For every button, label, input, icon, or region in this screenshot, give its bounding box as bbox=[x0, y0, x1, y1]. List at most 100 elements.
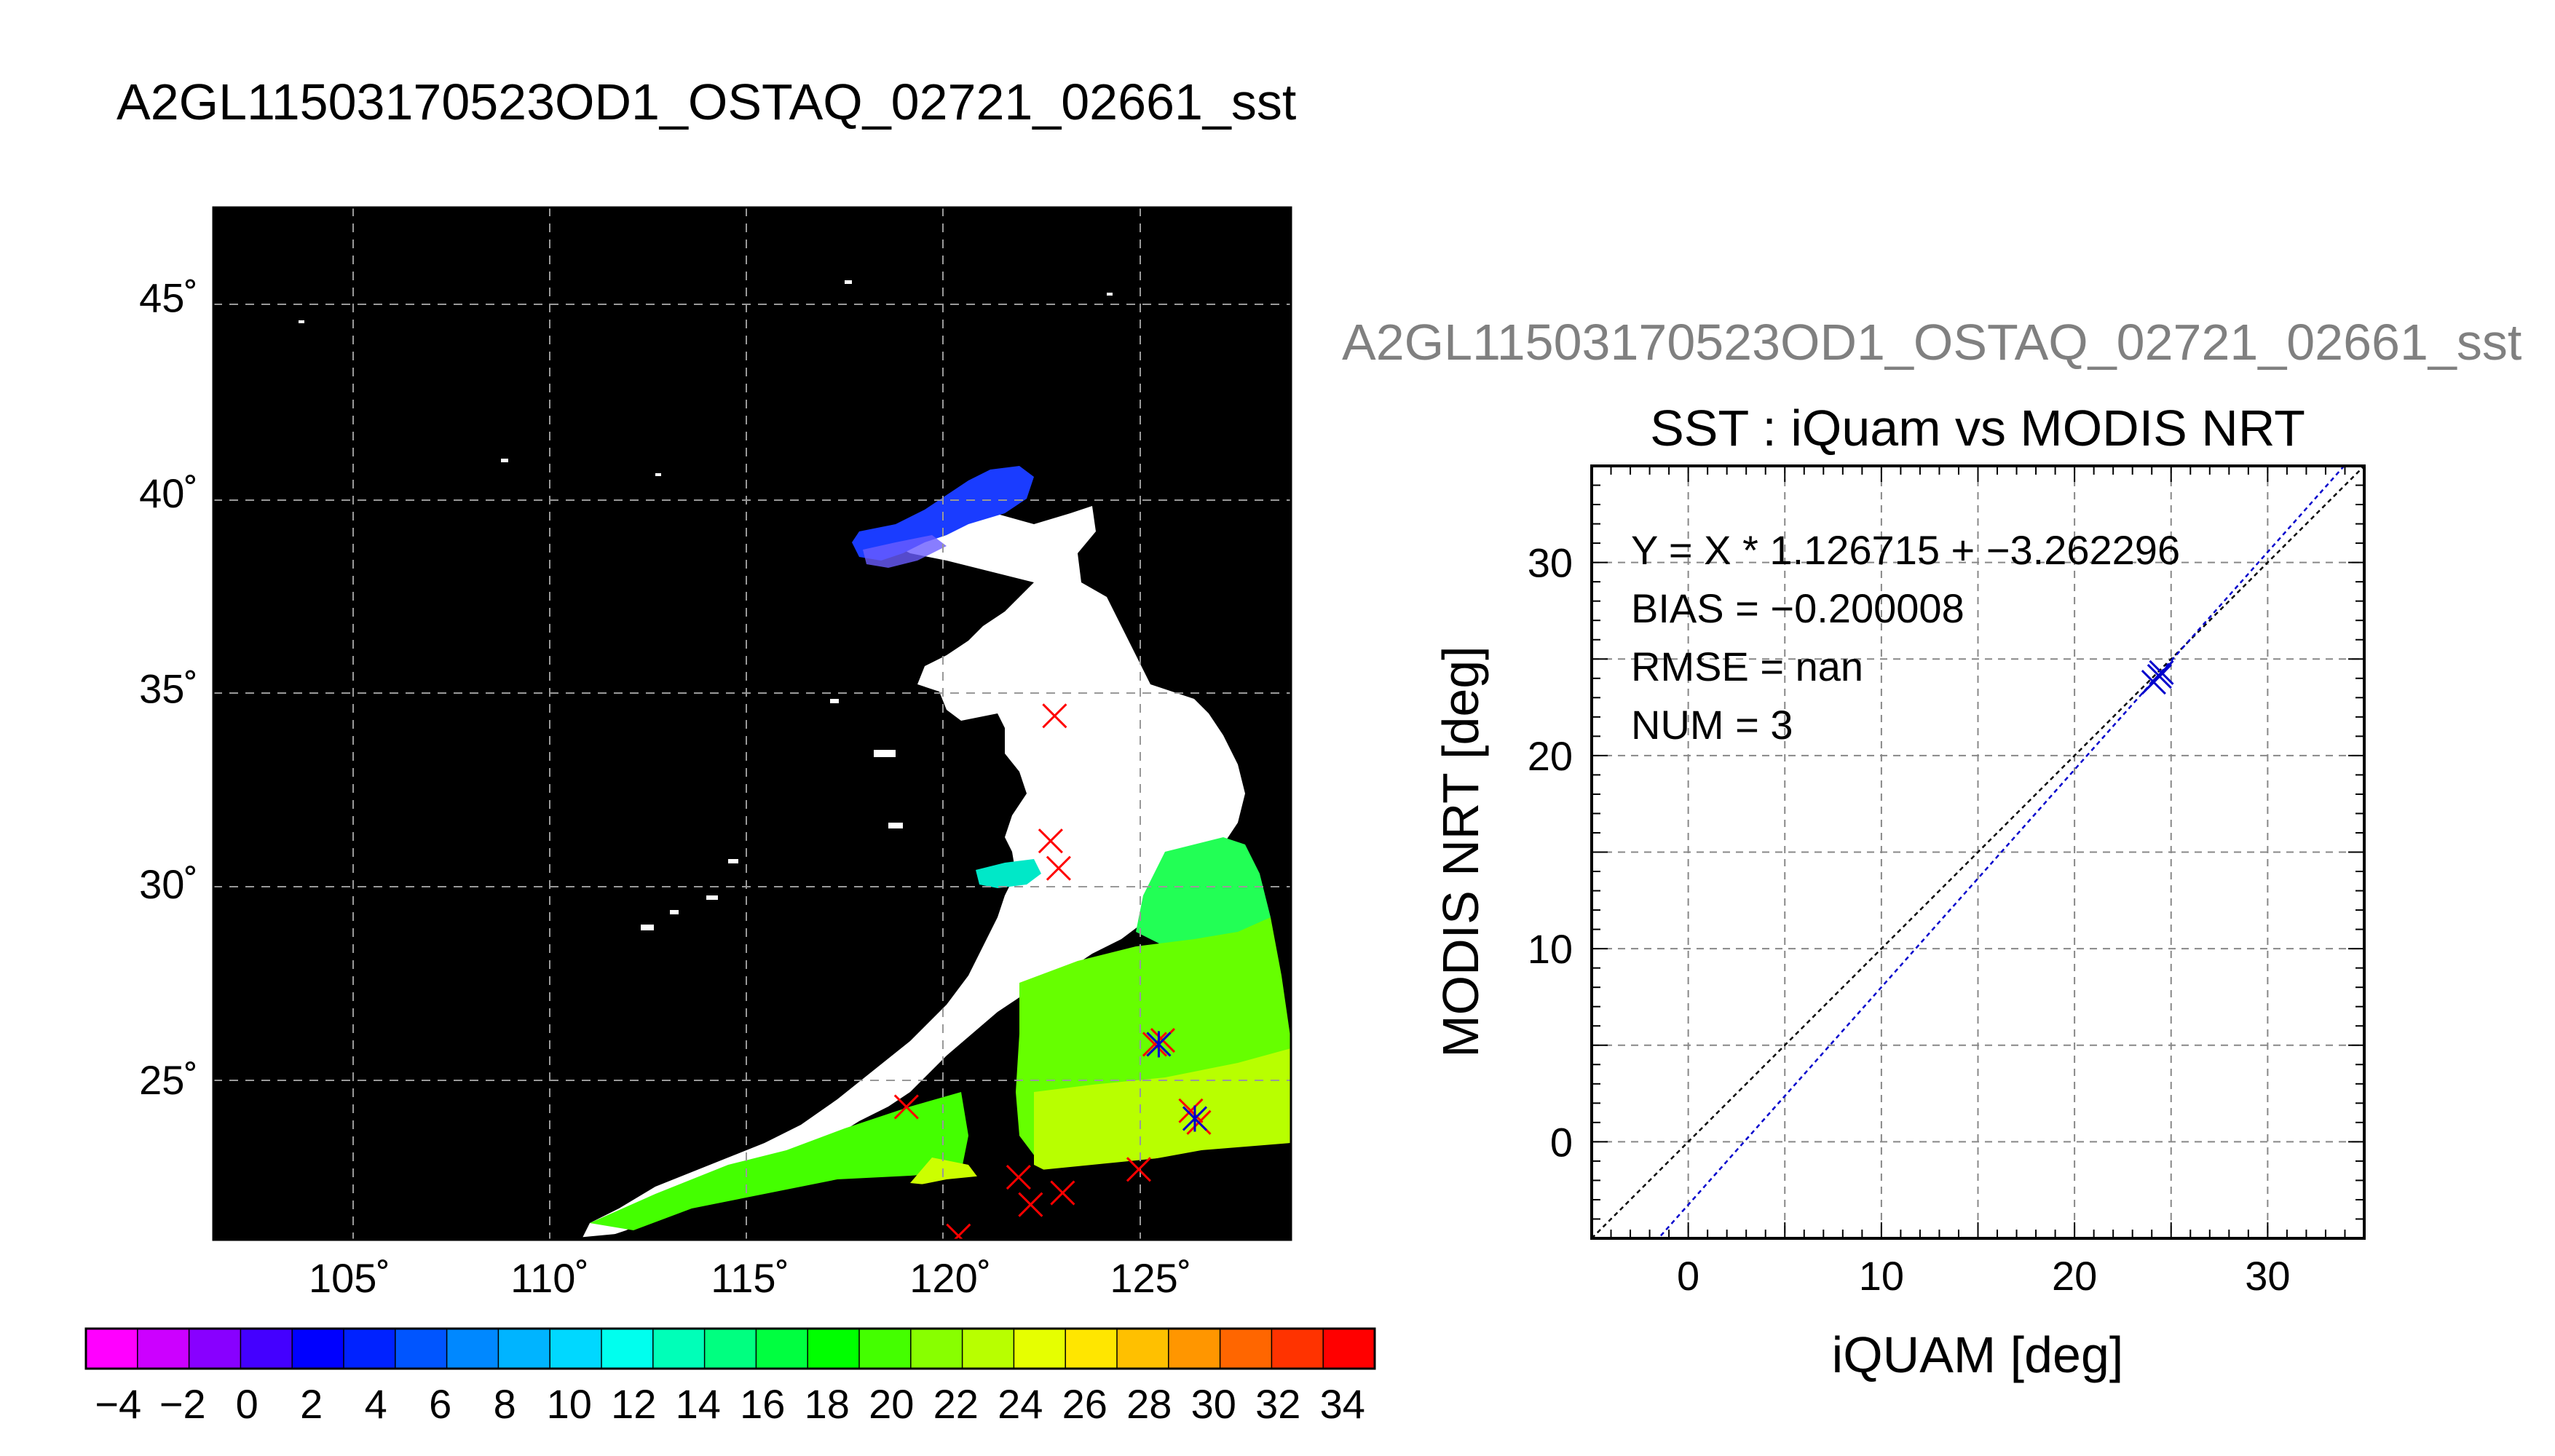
colorbar-tick-label: 16 bbox=[740, 1381, 785, 1427]
colorbar-cell bbox=[86, 1329, 138, 1369]
map-frame bbox=[212, 206, 1292, 1241]
matchup-marker-stroke-b bbox=[1006, 1164, 1031, 1190]
scatter-y-tick-label: 20 bbox=[1528, 733, 1573, 779]
colorbar-tick-label: −4 bbox=[95, 1381, 141, 1427]
colorbar-tick-label: 4 bbox=[365, 1381, 387, 1427]
colorbar-frame bbox=[84, 1327, 1376, 1370]
scatter-figure-subtitle: A2GL11503170523OD1_OSTAQ_02721_02661_sst bbox=[1342, 314, 2522, 371]
matchup-marker-stroke-b bbox=[1018, 1192, 1043, 1217]
scatter-x-tick-label: 30 bbox=[2245, 1253, 2290, 1299]
valid-marker bbox=[1146, 1031, 1172, 1058]
land-specks bbox=[299, 280, 1113, 930]
scatter-y-tick-label: 0 bbox=[1550, 1119, 1573, 1165]
colorbar-cell bbox=[1323, 1329, 1375, 1369]
valid-marker bbox=[1182, 1105, 1208, 1132]
colorbar-cell bbox=[859, 1329, 912, 1369]
colorbar-tick-label: 20 bbox=[869, 1381, 914, 1427]
sst-map-panel: 105˚ 110˚ 115˚ 120˚ 125˚ 25˚ 30˚ 35˚ 40˚ 45˚ bbox=[139, 206, 1292, 1301]
map-x-tick-label: 125˚ bbox=[1110, 1255, 1191, 1301]
colorbar-cell bbox=[704, 1329, 757, 1369]
colorbar-tick-label: 30 bbox=[1191, 1381, 1236, 1427]
colorbar-labels: −4 −2 0 2 4 6 8 10 12 14 16 18 20 22 24 26 28 30 32 34 bbox=[95, 1381, 1365, 1427]
colorbar-cell bbox=[292, 1329, 344, 1369]
colorbar-cell bbox=[240, 1329, 293, 1369]
taiwan-land bbox=[961, 1070, 1016, 1176]
scatter-point-stroke-b bbox=[2147, 664, 2172, 689]
colorbar-tick-label: 24 bbox=[998, 1381, 1043, 1427]
matchup-marker-stroke-b bbox=[1126, 1157, 1151, 1182]
scatter-x-tick-label: 20 bbox=[2052, 1253, 2097, 1299]
matchup-marker bbox=[1046, 855, 1071, 881]
colorbar-cell bbox=[1065, 1329, 1118, 1369]
scatter-ticks: 0 10 20 30 0 10 20 30 bbox=[1528, 465, 2365, 1299]
scatter-annotation-line: Y = X * 1.126715 + −3.262296 bbox=[1631, 527, 2180, 573]
colorbar-tick-label: −2 bbox=[159, 1381, 206, 1427]
matchup-marker-stroke-b bbox=[1046, 855, 1071, 881]
colorbar-cell bbox=[189, 1329, 241, 1369]
scatter-annotation-line: RMSE = nan bbox=[1631, 644, 1863, 689]
scatter-x-tick-label: 0 bbox=[1677, 1253, 1699, 1299]
colorbar-cell bbox=[446, 1329, 499, 1369]
colorbar-cell bbox=[807, 1329, 860, 1369]
colorbar-cell bbox=[137, 1329, 190, 1369]
colorbar-tick-label: 22 bbox=[933, 1381, 979, 1427]
matchup-marker bbox=[1038, 828, 1063, 854]
scatter-x-tick-label: 10 bbox=[1859, 1253, 1904, 1299]
map-x-axis: 105˚ 110˚ 115˚ 120˚ 125˚ bbox=[309, 1255, 1191, 1301]
colorbar-cells bbox=[86, 1329, 1375, 1369]
map-gridlines bbox=[213, 207, 1291, 1240]
scatter-y-tick-label: 30 bbox=[1528, 540, 1573, 586]
colorbar-tick-label: 26 bbox=[1062, 1381, 1107, 1427]
colorbar-cell bbox=[344, 1329, 396, 1369]
map-x-tick-label: 105˚ bbox=[309, 1255, 390, 1301]
colorbar-tick-label: 18 bbox=[805, 1381, 850, 1427]
matchup-marker-stroke-b bbox=[952, 1223, 971, 1240]
scatter-points bbox=[2141, 660, 2174, 695]
colorbar-cell bbox=[498, 1329, 550, 1369]
colorbar-cell bbox=[1117, 1329, 1169, 1369]
colorbar-cell bbox=[1014, 1329, 1066, 1369]
map-y-tick-label: 25˚ bbox=[139, 1057, 198, 1103]
map-y-tick-label: 30˚ bbox=[139, 861, 198, 907]
colorbar-cell bbox=[395, 1329, 448, 1369]
scatter-annotations: Y = X * 1.126715 + −3.262296 BIAS = −0.20… bbox=[1631, 527, 2180, 748]
matchup-marker-stroke-b bbox=[1038, 828, 1063, 854]
colorbar-tick-label: 14 bbox=[676, 1381, 721, 1427]
colorbar-cell bbox=[1271, 1329, 1324, 1369]
scatter-annotation-line: BIAS = −0.200008 bbox=[1631, 585, 1964, 631]
matchup-marker bbox=[1142, 1032, 1167, 1057]
map-x-tick-label: 110˚ bbox=[510, 1255, 589, 1301]
scatter-point bbox=[2147, 664, 2172, 689]
colorbar-cell bbox=[601, 1329, 654, 1369]
map-y-tick-label: 40˚ bbox=[139, 470, 198, 516]
colorbar-cell bbox=[652, 1329, 706, 1369]
scatter-y-label: MODIS NRT [deg] bbox=[1432, 646, 1489, 1057]
matchup-marker-stroke-b bbox=[893, 1094, 919, 1120]
sst-east-china-sea bbox=[1136, 837, 1271, 946]
scatter-x-label: iQUAM [deg] bbox=[1832, 1326, 2124, 1383]
colorbar-cell bbox=[910, 1329, 963, 1369]
scatter-annotation-line: NUM = 3 bbox=[1631, 702, 1793, 748]
matchup-marker bbox=[1042, 703, 1067, 729]
land-mass bbox=[583, 506, 1245, 1238]
colorbar-cell bbox=[962, 1329, 1014, 1369]
figure-title: A2GL11503170523OD1_OSTAQ_02721_02661_sst bbox=[117, 74, 1297, 130]
matchup-marker-stroke-b bbox=[1142, 1032, 1167, 1057]
matchup-marker bbox=[946, 1223, 971, 1240]
colorbar-tick-label: 12 bbox=[611, 1381, 656, 1427]
identity-line bbox=[1592, 466, 2364, 1238]
scatter-gridlines bbox=[1592, 466, 2364, 1238]
colorbar-cell bbox=[1220, 1329, 1272, 1369]
colorbar-cell bbox=[1168, 1329, 1221, 1369]
scatter-title: SST : iQuam vs MODIS NRT bbox=[1650, 400, 2305, 456]
matchup-marker bbox=[1126, 1157, 1151, 1182]
colorbar-tick-label: 28 bbox=[1126, 1381, 1172, 1427]
scatter-panel: SST : iQuam vs MODIS NRT 0 10 20 300102030 … bbox=[1432, 400, 2366, 1383]
matchup-marker bbox=[1006, 1164, 1031, 1190]
matchup-marker-stroke-b bbox=[1178, 1098, 1204, 1123]
scatter-point bbox=[2149, 660, 2174, 685]
map-x-tick-label: 120˚ bbox=[909, 1255, 991, 1301]
sst-bohai-edge bbox=[863, 535, 947, 568]
map-y-tick-label: 45˚ bbox=[139, 275, 198, 321]
